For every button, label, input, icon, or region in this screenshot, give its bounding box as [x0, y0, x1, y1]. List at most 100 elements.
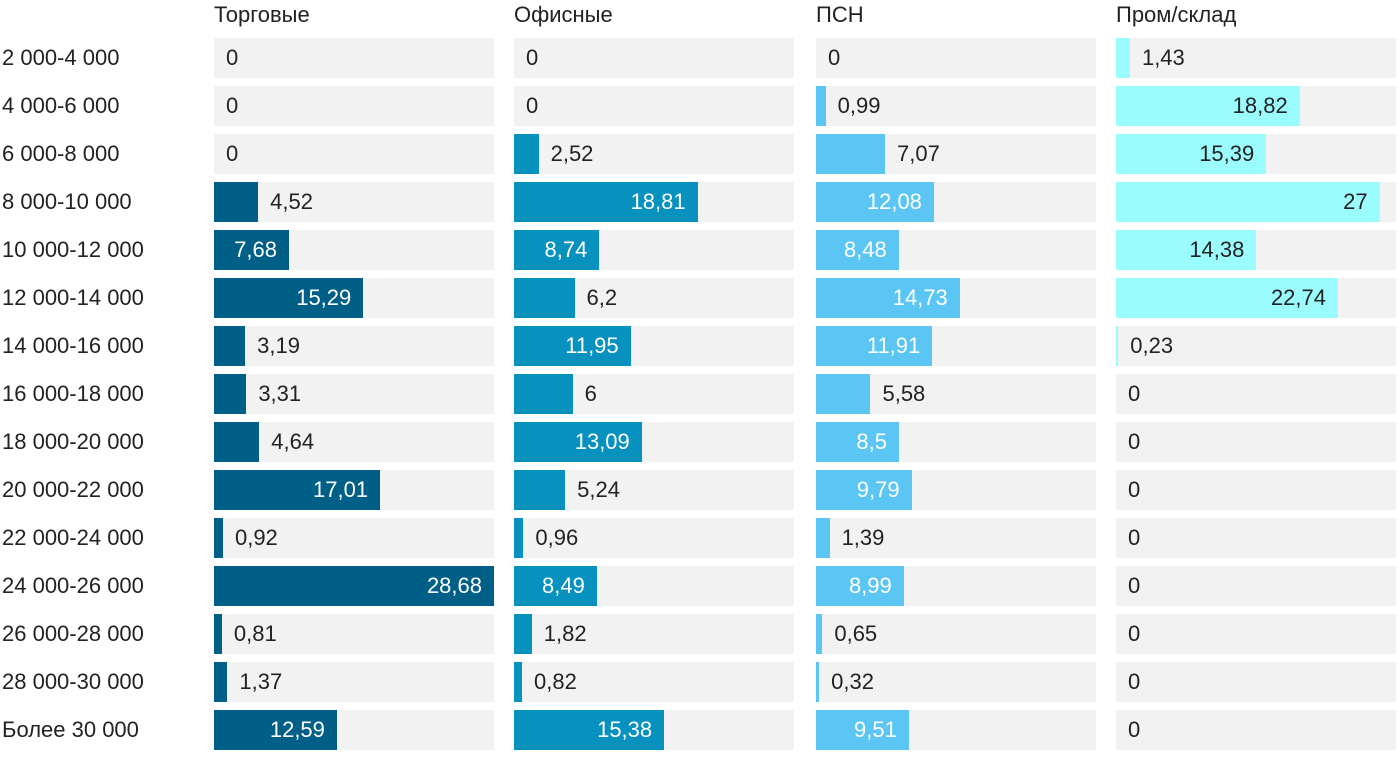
- category-label: 6 000-8 000: [2, 141, 120, 166]
- category-label: 22 000-24 000: [2, 525, 144, 550]
- bar: [514, 662, 522, 702]
- bar: [214, 182, 259, 222]
- data-label: 18,82: [1232, 93, 1288, 118]
- data-label: 7,68: [234, 237, 277, 262]
- bar-track: 1,39: [816, 518, 1096, 558]
- bar-track: 0,65: [816, 614, 1096, 654]
- data-label: 14,38: [1189, 237, 1245, 262]
- bar-track: 28,68: [214, 566, 494, 606]
- data-label: 7,07: [897, 141, 940, 166]
- data-label: 0: [1128, 669, 1141, 694]
- bar-track: 22,74: [1116, 278, 1396, 318]
- data-label: 0,65: [834, 621, 878, 646]
- data-label: 12,08: [866, 189, 922, 214]
- bar-track: 0,96: [514, 518, 794, 558]
- data-label: 0: [1128, 717, 1141, 742]
- bar-track: 5,24: [514, 470, 794, 510]
- bar: [816, 278, 960, 318]
- bar: [514, 470, 566, 510]
- bar: [214, 614, 222, 654]
- bar: [514, 614, 532, 654]
- bar-track: 27: [1116, 182, 1396, 222]
- bar-track: 15,39: [1116, 134, 1396, 174]
- bar-track: 1,82: [514, 614, 794, 654]
- category-label: 10 000-12 000: [2, 237, 144, 262]
- bar: [1116, 326, 1119, 366]
- bar: [214, 662, 228, 702]
- bar-track: 18,82: [1116, 86, 1396, 126]
- category-label: 8 000-10 000: [2, 189, 132, 214]
- bar: [1116, 38, 1130, 78]
- bar: [214, 326, 246, 366]
- bar-track: 9,79: [816, 470, 1096, 510]
- bar: [514, 230, 600, 270]
- data-label: 15,29: [296, 285, 352, 310]
- bar-track: 0: [1116, 422, 1396, 462]
- category-label: 26 000-28 000: [2, 621, 144, 646]
- data-label: 8,99: [848, 573, 892, 598]
- bar-track: 13,09: [514, 422, 794, 462]
- data-label: 1,82: [543, 621, 587, 646]
- bar: [514, 326, 631, 366]
- data-label: 11,91: [866, 333, 921, 358]
- data-label: 8,74: [544, 237, 588, 262]
- data-label: 22,74: [1270, 285, 1326, 310]
- bar: [816, 566, 904, 606]
- data-label: 3,19: [257, 333, 300, 358]
- data-label: 0: [1128, 381, 1141, 406]
- data-label: 0: [1128, 429, 1141, 454]
- bar-track: 9,51: [816, 710, 1096, 750]
- data-label: 4,52: [270, 189, 313, 214]
- bar-track: 0,23: [1116, 326, 1396, 366]
- data-label: 1,43: [1141, 45, 1185, 70]
- series-title: Торговые: [214, 2, 310, 27]
- bar: [1116, 230, 1257, 270]
- bar-track: 0: [214, 134, 494, 174]
- bar-track: 0,99: [816, 86, 1096, 126]
- category-label: 4 000-6 000: [2, 93, 120, 118]
- bar-track: 0: [1116, 614, 1396, 654]
- category-label: 28 000-30 000: [2, 669, 144, 694]
- bar-track: 6,2: [514, 278, 794, 318]
- data-label: 1,37: [239, 669, 283, 694]
- bar-track: 0: [1116, 566, 1396, 606]
- series-title: Офисные: [514, 2, 613, 27]
- bar-track: 1,43: [1116, 38, 1396, 78]
- data-label: 0: [1128, 573, 1141, 598]
- bar-track: 8,99: [816, 566, 1096, 606]
- bar-track: 12,08: [816, 182, 1096, 222]
- bar: [1116, 134, 1267, 174]
- bar: [514, 518, 524, 558]
- bar-track: 11,95: [514, 326, 794, 366]
- data-label: 17,01: [313, 477, 369, 502]
- bar: [514, 134, 539, 174]
- bar: [816, 422, 899, 462]
- bar: [214, 470, 381, 510]
- data-label: 9,51: [854, 717, 897, 742]
- bar-track: 14,73: [816, 278, 1096, 318]
- bar-track: 0: [1116, 374, 1396, 414]
- bar-track: 0: [514, 38, 794, 78]
- bar: [816, 182, 934, 222]
- bar: [514, 710, 665, 750]
- data-label: 0: [526, 93, 539, 118]
- category-label: 20 000-22 000: [2, 477, 144, 502]
- bar-track: 7,07: [816, 134, 1096, 174]
- bar: [214, 518, 223, 558]
- data-label: 2,52: [550, 141, 594, 166]
- bar: [514, 182, 698, 222]
- bar-track: 15,38: [514, 710, 794, 750]
- data-label: 0: [828, 45, 841, 70]
- bar-track: 3,19: [214, 326, 494, 366]
- bar-track: 5,58: [816, 374, 1096, 414]
- bar: [214, 710, 337, 750]
- bar-track: 0: [514, 86, 794, 126]
- data-label: 8,49: [542, 573, 585, 598]
- bar: [816, 470, 912, 510]
- data-label: 0,23: [1130, 333, 1174, 358]
- data-label: 8,48: [843, 237, 887, 262]
- series-title: Пром/склад: [1116, 2, 1237, 27]
- bar-track: 0: [1116, 470, 1396, 510]
- data-label: 6,2: [586, 285, 618, 310]
